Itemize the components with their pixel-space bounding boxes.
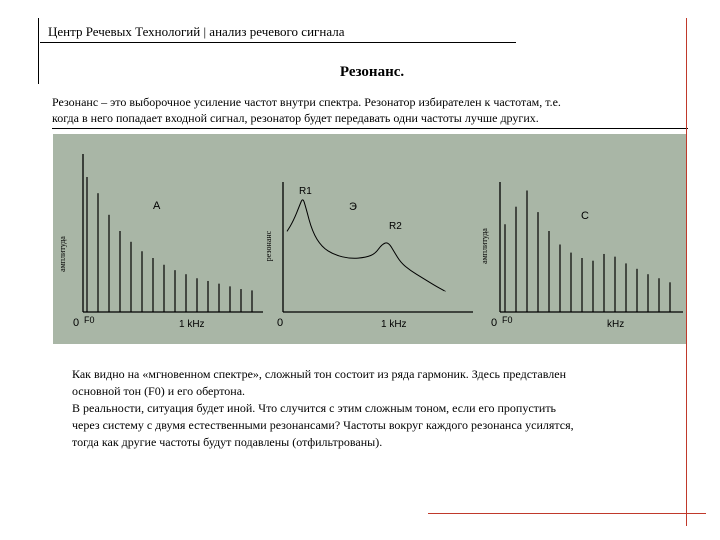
panel-c: C амплитуда 0 F0 kHz	[480, 182, 683, 330]
panel-c-f0: F0	[502, 315, 513, 325]
body-line: В реальности, ситуация будет иной. Что с…	[72, 401, 557, 415]
panel-a-letter: A	[153, 200, 161, 212]
panel-e-resonance-curve	[286, 199, 446, 292]
panel-e-ylabel: резонанс	[264, 230, 273, 261]
panel-a: A амплитуда 0 F0 1 kHz	[58, 154, 263, 330]
panel-e: Э R1 R2 резонанс 0 1 kHz	[264, 182, 473, 330]
panel-e-r2: R2	[389, 221, 402, 232]
panel-e-khz: 1 kHz	[381, 319, 407, 330]
header-title: Центр Речевых Технологий | анализ речево…	[48, 24, 345, 39]
right-vertical-rule	[686, 18, 687, 526]
intro-underline	[52, 128, 688, 129]
intro-text: Резонанс – это выборочное усиление часто…	[52, 94, 672, 126]
panel-c-origin: 0	[491, 317, 497, 329]
panel-a-khz: 1 kHz	[179, 319, 205, 330]
body-line: Как видно на «мгновенном спектре», сложн…	[72, 367, 566, 381]
panel-e-r1: R1	[299, 186, 312, 197]
panel-a-harmonics	[86, 177, 253, 312]
panel-e-letter: Э	[349, 201, 357, 213]
intro-line: Резонанс – это выборочное усиление часто…	[52, 95, 561, 109]
intro-line: когда в него попадает входной сигнал, ре…	[52, 111, 539, 125]
bottom-rule	[428, 513, 706, 514]
header-rule	[40, 42, 516, 43]
panel-a-origin: 0	[73, 317, 79, 329]
panel-a-ylabel: амплитуда	[58, 236, 67, 272]
body-line: тогда как другие частоты будут подавлены…	[72, 435, 383, 449]
slide-title: Резонанс.	[339, 64, 405, 80]
body-line: через систему с двумя естественными резо…	[72, 418, 574, 432]
left-vertical-rule	[38, 18, 39, 84]
body-text: Как видно на «мгновенном спектре», сложн…	[72, 366, 672, 451]
panel-e-origin: 0	[277, 317, 283, 329]
panel-a-f0: F0	[84, 315, 95, 325]
panel-c-ylabel: амплитуда	[480, 228, 489, 264]
panel-c-harmonics	[504, 190, 671, 312]
spectrum-figure: A амплитуда 0 F0 1 kHz Э R1 R2 резонанс …	[53, 134, 687, 344]
panel-c-khz: kHz	[607, 319, 624, 330]
body-line: основной тон (F0) и его обертона.	[72, 384, 246, 398]
figure-background	[53, 134, 687, 344]
panel-c-letter: C	[581, 210, 589, 222]
